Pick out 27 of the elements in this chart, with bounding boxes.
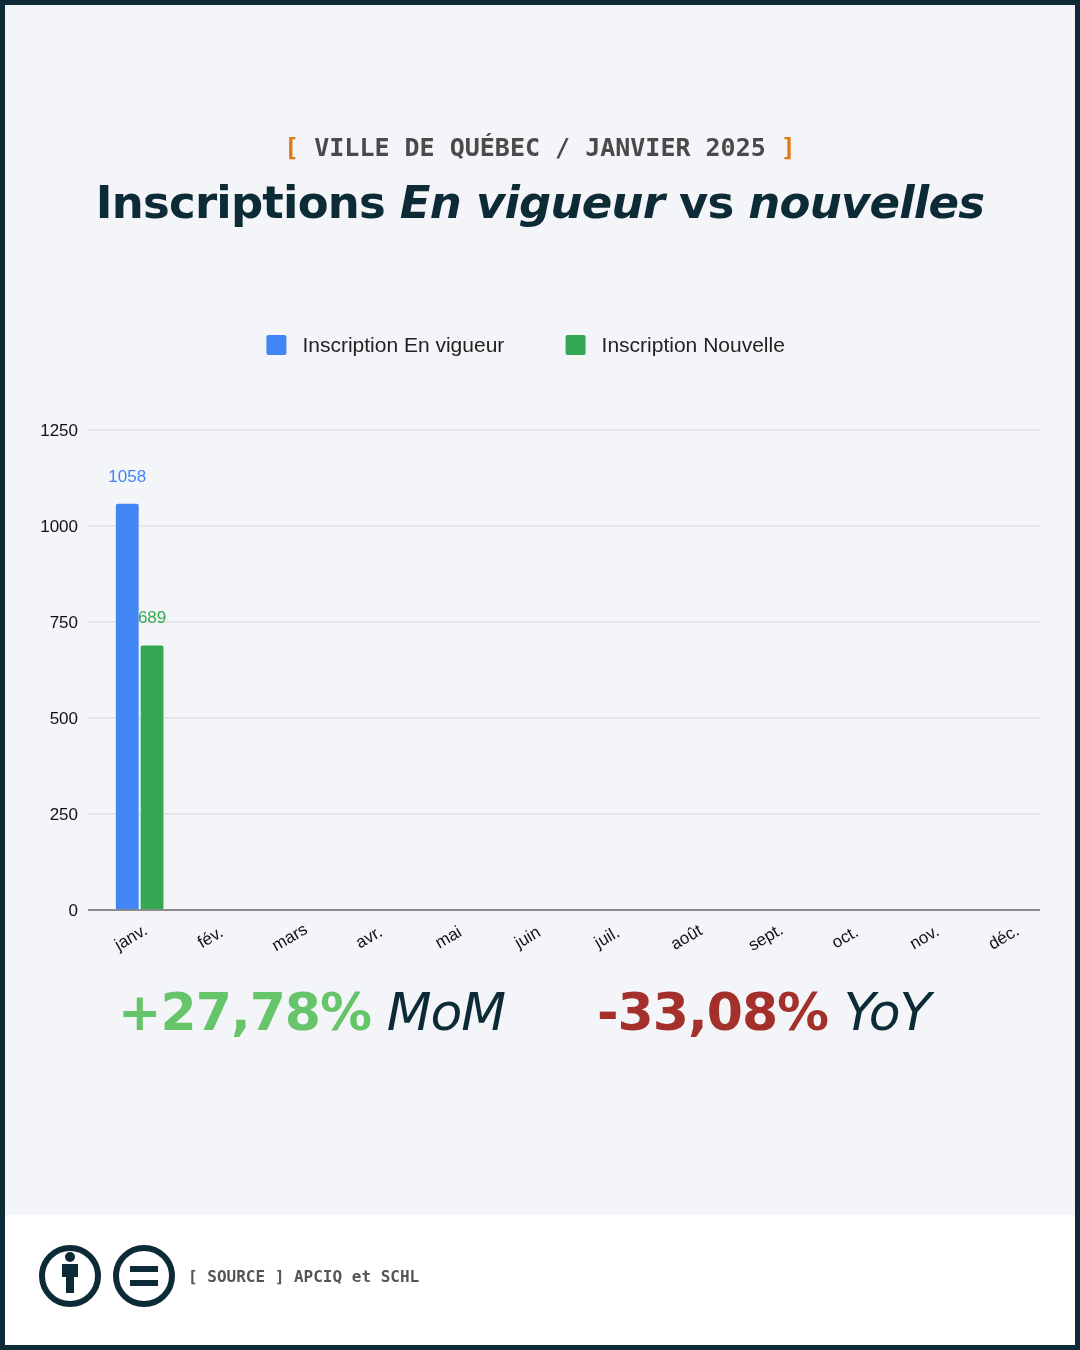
data-label: 689	[137, 608, 167, 628]
text: +27,78% MoM	[118, 982, 506, 1042]
chart-title: Inscriptions En vigueur vs nouvelles	[95, 176, 985, 229]
chart-subtitle: [ VILLE DE QUÉBEC / JANVIER 2025 ]	[284, 133, 796, 162]
y-tick-label: 1250	[40, 421, 78, 440]
x-tick-label: août	[667, 920, 706, 954]
x-tick-label: janv.	[110, 920, 151, 955]
y-tick-label: 0	[68, 901, 78, 920]
x-tick-label: déc.	[984, 920, 1023, 954]
x-tick-label: avr.	[352, 922, 386, 953]
data-label: 1058	[108, 466, 147, 486]
x-tick-label: nov.	[906, 921, 943, 954]
x-tick-label: oct.	[828, 922, 862, 953]
text: [ SOURCE ] APCIQ et SCHL	[188, 1267, 420, 1286]
y-tick-label: 250	[49, 805, 78, 824]
x-tick-label: juin	[510, 922, 544, 953]
x-tick-label: mars	[268, 919, 311, 955]
text: -33,08% YoY	[597, 982, 936, 1042]
y-tick-label: 1000	[40, 517, 78, 536]
legend-label: Inscription Nouvelle	[601, 333, 785, 356]
x-tick-label: fév.	[194, 922, 227, 952]
x-tick-label: mai	[431, 922, 465, 953]
x-tick-label: sept.	[744, 919, 787, 955]
x-tick-label: juil.	[590, 922, 623, 953]
y-tick-label: 500	[49, 709, 78, 728]
legend-label: Inscription En vigueur	[302, 333, 505, 356]
y-tick-label: 750	[49, 613, 78, 632]
